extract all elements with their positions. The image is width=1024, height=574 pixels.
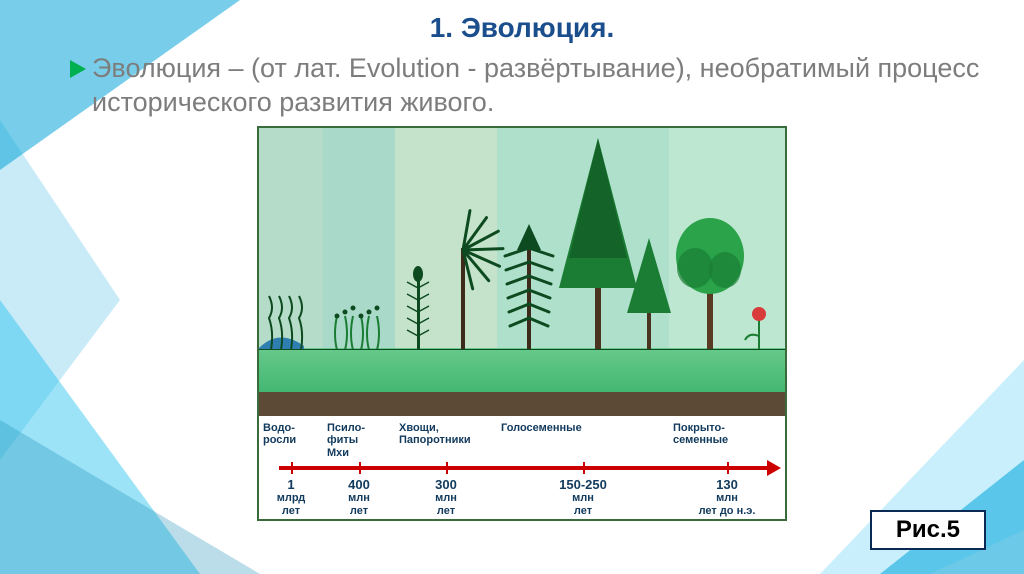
soil-layer <box>259 392 785 416</box>
slide-content: 1. Эволюция. Эволюция – (от лат. Evoluti… <box>0 0 1024 521</box>
plants-svg <box>259 128 785 350</box>
slide-title: 1. Эволюция. <box>60 12 984 44</box>
plant-labels-row: Водо- рослиПсило- фиты МхиХвощи, Папорот… <box>259 422 785 460</box>
time-label: 400млнлет <box>323 478 395 518</box>
time-label: 130млнлет до н.э. <box>669 478 785 518</box>
definition-text: Эволюция – (от лат. Evolution - развёрты… <box>70 52 984 120</box>
time-label: 1млрдлет <box>259 478 323 518</box>
figure-number: Рис.5 <box>870 510 986 550</box>
ground-layer <box>259 348 785 398</box>
bullet-icon <box>70 60 86 78</box>
timeline-arrow <box>279 466 771 470</box>
plant-label: Водо- росли <box>259 422 323 460</box>
definition-body: Эволюция – (от лат. Evolution - развёрты… <box>92 53 979 117</box>
time-label: 300млнлет <box>395 478 497 518</box>
plant-label: Голосеменные <box>497 422 669 460</box>
plant-label: Хвощи, Папоротники <box>395 422 497 460</box>
time-label: 150-250млнлет <box>497 478 669 518</box>
evolution-diagram: Водо- рослиПсило- фиты МхиХвощи, Папорот… <box>257 126 787 521</box>
time-labels-row: 1млрдлет400млнлет300млнлет150-250млнлет1… <box>259 478 785 518</box>
plant-label: Покрыто- семенные <box>669 422 785 460</box>
plant-label: Псило- фиты Мхи <box>323 422 395 460</box>
